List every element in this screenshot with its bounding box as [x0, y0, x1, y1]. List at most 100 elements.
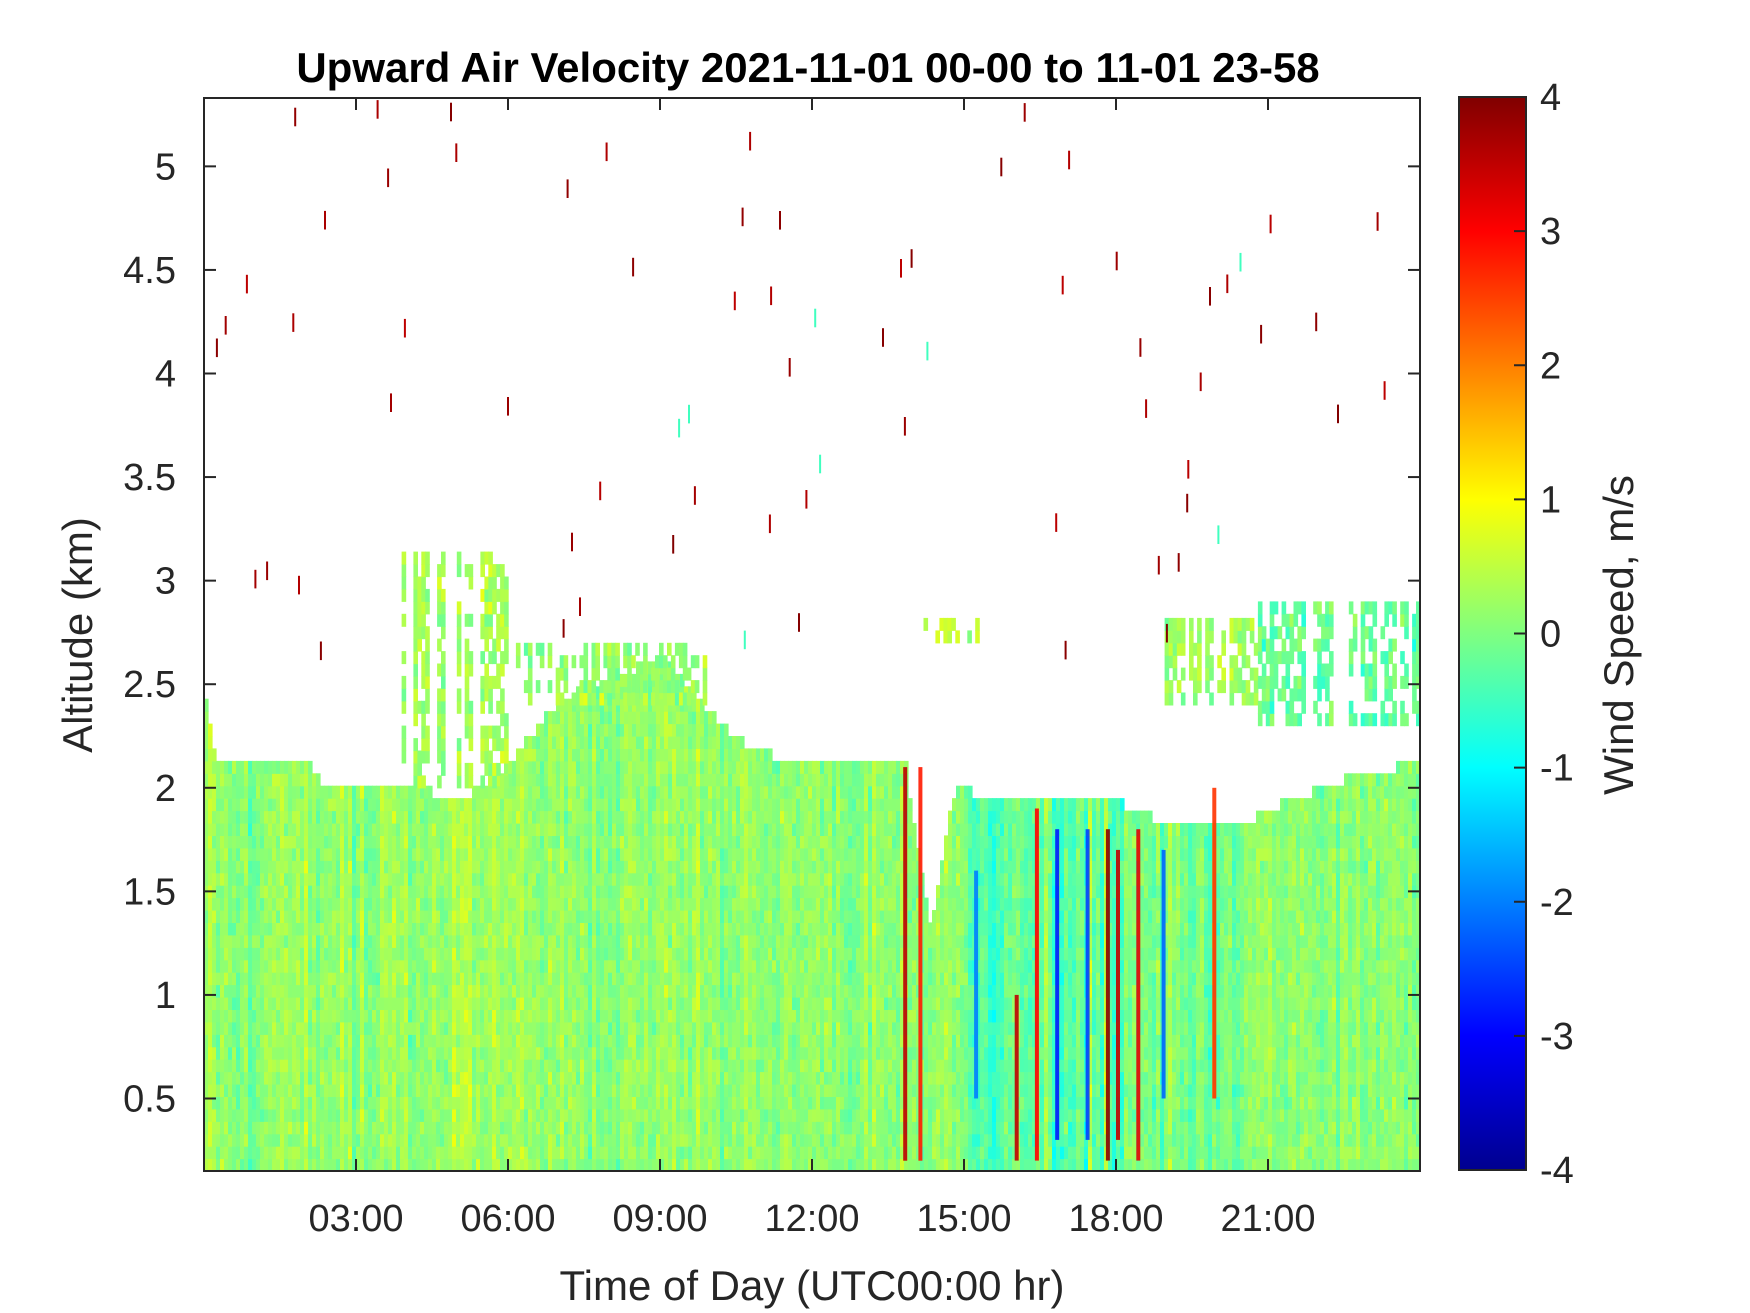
- heatmap-cell: [588, 897, 593, 911]
- heatmap-cell: [624, 1034, 629, 1048]
- heatmap-cell: [656, 760, 661, 774]
- heatmap-cell: [572, 835, 577, 849]
- heatmap-cell: [708, 798, 713, 812]
- heatmap-cell: [704, 798, 709, 812]
- heatmap-cell: [356, 1158, 361, 1171]
- heatmap-cell: [560, 748, 565, 762]
- heatmap-cell: [576, 1121, 581, 1135]
- heatmap-cell: [684, 723, 689, 737]
- heatmap-cell: [616, 1046, 621, 1060]
- heatmap-cell: [560, 847, 565, 861]
- heatmap-cell: [456, 860, 461, 874]
- heatmap-cell: [668, 1108, 673, 1122]
- heatmap-cell: [396, 997, 401, 1010]
- heatmap-cell: [748, 810, 753, 824]
- heatmap-cell: [520, 934, 525, 948]
- heatmap-cell: [440, 1146, 445, 1160]
- heatmap-cell: [488, 1084, 493, 1097]
- heatmap-cell: [244, 798, 249, 812]
- heatmap-cell: [608, 1059, 613, 1073]
- heatmap-cell: [748, 1021, 753, 1035]
- heatmap-cell: [428, 1009, 433, 1023]
- heatmap-cell: [664, 773, 669, 787]
- heatmap-cell: [384, 910, 389, 923]
- heatmap-cell: [712, 1071, 717, 1085]
- heatmap-cell: [544, 1158, 549, 1171]
- heatmap-cell: [484, 785, 489, 799]
- heatmap-cell: [708, 1096, 713, 1110]
- heatmap-cell: [252, 798, 257, 812]
- heatmap-cell: [780, 847, 785, 861]
- heatmap-cell: [544, 934, 549, 948]
- heatmap-cell: [660, 910, 665, 923]
- heatmap-cell: [404, 835, 409, 849]
- heatmap-cell: [264, 847, 269, 861]
- heatmap-cell: [556, 934, 561, 948]
- heatmap-cell: [696, 698, 701, 712]
- heatmap-cell: [336, 835, 341, 849]
- heatmap-cell: [672, 872, 677, 886]
- heatmap-cell: [512, 1146, 517, 1160]
- heatmap-cell: [660, 947, 665, 961]
- heatmap-cell: [472, 1121, 477, 1135]
- heatmap-cell: [248, 1034, 253, 1048]
- heatmap-cell: [772, 1121, 777, 1135]
- heatmap-cell: [324, 984, 329, 998]
- heatmap-cell: [772, 972, 777, 986]
- heatmap-cell: [528, 1021, 533, 1035]
- heatmap-cell: [500, 798, 505, 812]
- heatmap-cell: [244, 872, 249, 886]
- heatmap-cell: [744, 959, 749, 973]
- heatmap-cell: [204, 810, 209, 824]
- heatmap-cell: [576, 1108, 581, 1122]
- heatmap-cell: [324, 810, 329, 824]
- heatmap-cell: [432, 1133, 437, 1147]
- heatmap-cell: [660, 835, 665, 849]
- heatmap-cell: [772, 1021, 777, 1035]
- heatmap-cell: [676, 1158, 681, 1171]
- heatmap-cell: [484, 972, 489, 986]
- heatmap-cell: [400, 1021, 405, 1035]
- heatmap-cell: [684, 1108, 689, 1122]
- heatmap-cell: [500, 972, 505, 986]
- heatmap-cell: [620, 798, 625, 812]
- heatmap-cell: [448, 959, 453, 973]
- heatmap-cell: [284, 1071, 289, 1085]
- heatmap-cell: [728, 1071, 733, 1085]
- heatmap-cell: [528, 947, 533, 961]
- heatmap-cell: [656, 872, 661, 886]
- heatmap-cell: [544, 1034, 549, 1048]
- heatmap-cell: [464, 934, 469, 948]
- heatmap-cell: [276, 1046, 281, 1060]
- heatmap-cell: [476, 1046, 481, 1060]
- heatmap-cell: [364, 885, 369, 899]
- heatmap-cell: [268, 959, 273, 973]
- heatmap-cell: [412, 1133, 417, 1147]
- heatmap-cell: [564, 835, 569, 849]
- heatmap-cell: [508, 934, 513, 948]
- heatmap-cell: [580, 810, 585, 824]
- heatmap-cell: [640, 847, 645, 861]
- heatmap-cell: [744, 1071, 749, 1085]
- heatmap-cell: [440, 847, 445, 861]
- heatmap-cell: [292, 897, 297, 911]
- heatmap-cell: [444, 1084, 449, 1097]
- heatmap-cell: [300, 810, 305, 824]
- heatmap-cell: [580, 1121, 585, 1135]
- heatmap-cell: [392, 860, 397, 874]
- heatmap-cell: [672, 773, 677, 787]
- heatmap-cell: [232, 1158, 237, 1171]
- heatmap-cell: [344, 1158, 349, 1171]
- heatmap-cell: [684, 823, 689, 836]
- heatmap-cell: [388, 897, 393, 911]
- heatmap-cell: [644, 748, 649, 762]
- heatmap-cell: [628, 1108, 633, 1122]
- heatmap-cell: [432, 1121, 437, 1135]
- heatmap-cell: [760, 1046, 765, 1060]
- heatmap-cell: [628, 1059, 633, 1073]
- heatmap-cell: [444, 810, 449, 824]
- heatmap-cell: [632, 673, 637, 687]
- heatmap-cell: [216, 847, 221, 861]
- heatmap-cell: [300, 760, 305, 774]
- heatmap-cell: [516, 1121, 521, 1135]
